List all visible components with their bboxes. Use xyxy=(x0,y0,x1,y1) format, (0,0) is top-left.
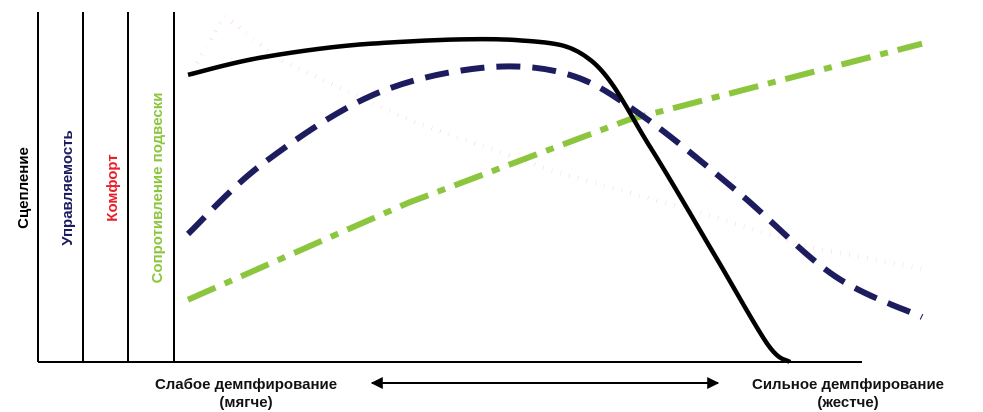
x-axis-left-sublabel: (мягче) xyxy=(219,394,272,411)
y-axis-handling-label: Управляемость xyxy=(59,130,76,246)
y-axis-grip-label: Сцепление xyxy=(15,147,32,229)
x-axis-right-label: Сильное демпфирование xyxy=(752,376,944,393)
y-axis-comfort-label: Комфорт xyxy=(104,154,121,221)
series-grip-line xyxy=(187,36,792,364)
x-axis-left-label: Слабое демпфирование xyxy=(155,376,337,393)
series-handling-line xyxy=(185,63,924,320)
x-axis-right-sublabel: (жестче) xyxy=(817,394,878,411)
y-axis-suspension-label: Сопротивление подвески xyxy=(149,93,166,284)
series-suspension-resistance-line xyxy=(186,40,923,303)
